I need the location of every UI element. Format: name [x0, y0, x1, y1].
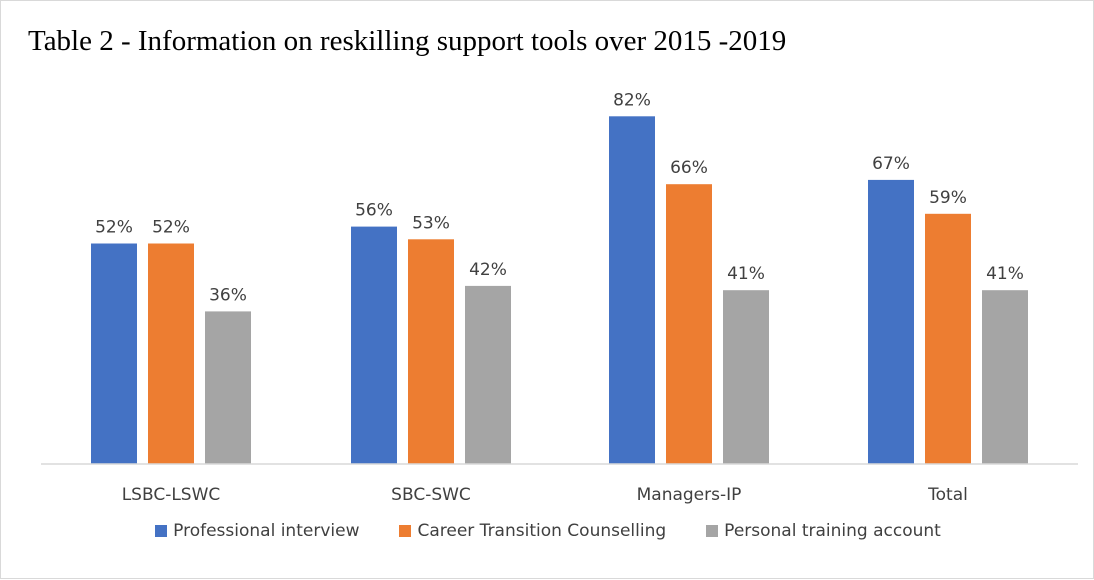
legend-item: Professional interview	[155, 521, 359, 541]
bar-total-series-1	[868, 179, 914, 464]
bar-lsbc-lswc-series-2	[148, 243, 194, 464]
data-label: 36%	[209, 285, 247, 305]
data-label: 41%	[986, 264, 1024, 284]
bars-layer	[91, 116, 1028, 465]
bar-sbc-swc-series-1	[351, 226, 397, 464]
category-labels-layer: LSBC-LSWC SBC-SWC Managers-IP Total	[122, 485, 968, 505]
bar-total-series-2	[925, 213, 971, 464]
category-label: LSBC-LSWC	[122, 485, 221, 505]
bar-sbc-swc-series-3	[465, 285, 511, 464]
data-label: 82%	[613, 90, 651, 110]
legend-item: Personal training account	[706, 521, 941, 541]
data-label: 53%	[412, 213, 450, 233]
legend-label: Personal training account	[724, 521, 941, 541]
bar-lsbc-lswc-series-3	[205, 311, 251, 464]
data-label: 52%	[152, 218, 190, 238]
category-label: SBC-SWC	[391, 485, 471, 505]
data-label: 52%	[95, 218, 133, 238]
data-label: 42%	[469, 260, 507, 280]
bar-managers-ip-series-1	[609, 116, 655, 465]
legend-item: Career Transition Counselling	[399, 521, 666, 541]
data-label: 41%	[727, 264, 765, 284]
data-label: 67%	[872, 154, 910, 174]
legend-swatch	[399, 525, 412, 537]
value-labels-layer: 52% 52% 36% 56% 53% 42% 82% 66% 41% 67% 59% 41%	[95, 90, 1024, 305]
bar-total-series-3	[982, 290, 1028, 464]
legend-label: Career Transition Counselling	[417, 521, 667, 541]
chart-title: Table 2 - Information on reskilling supp…	[28, 25, 787, 57]
legend-label: Professional interview	[173, 521, 360, 541]
category-label: Total	[927, 485, 968, 505]
bar-sbc-swc-series-2	[408, 239, 454, 464]
data-label: 66%	[670, 158, 708, 178]
bar-managers-ip-series-3	[723, 290, 769, 464]
legend-swatch	[155, 525, 168, 537]
category-label: Managers-IP	[637, 485, 742, 505]
bar-lsbc-lswc-series-1	[91, 243, 137, 464]
legend-swatch	[706, 525, 719, 537]
data-label: 56%	[355, 201, 393, 221]
bar-managers-ip-series-2	[666, 184, 712, 464]
legend: Professional interview Career Transition …	[1, 521, 1094, 541]
data-label: 59%	[929, 188, 967, 208]
